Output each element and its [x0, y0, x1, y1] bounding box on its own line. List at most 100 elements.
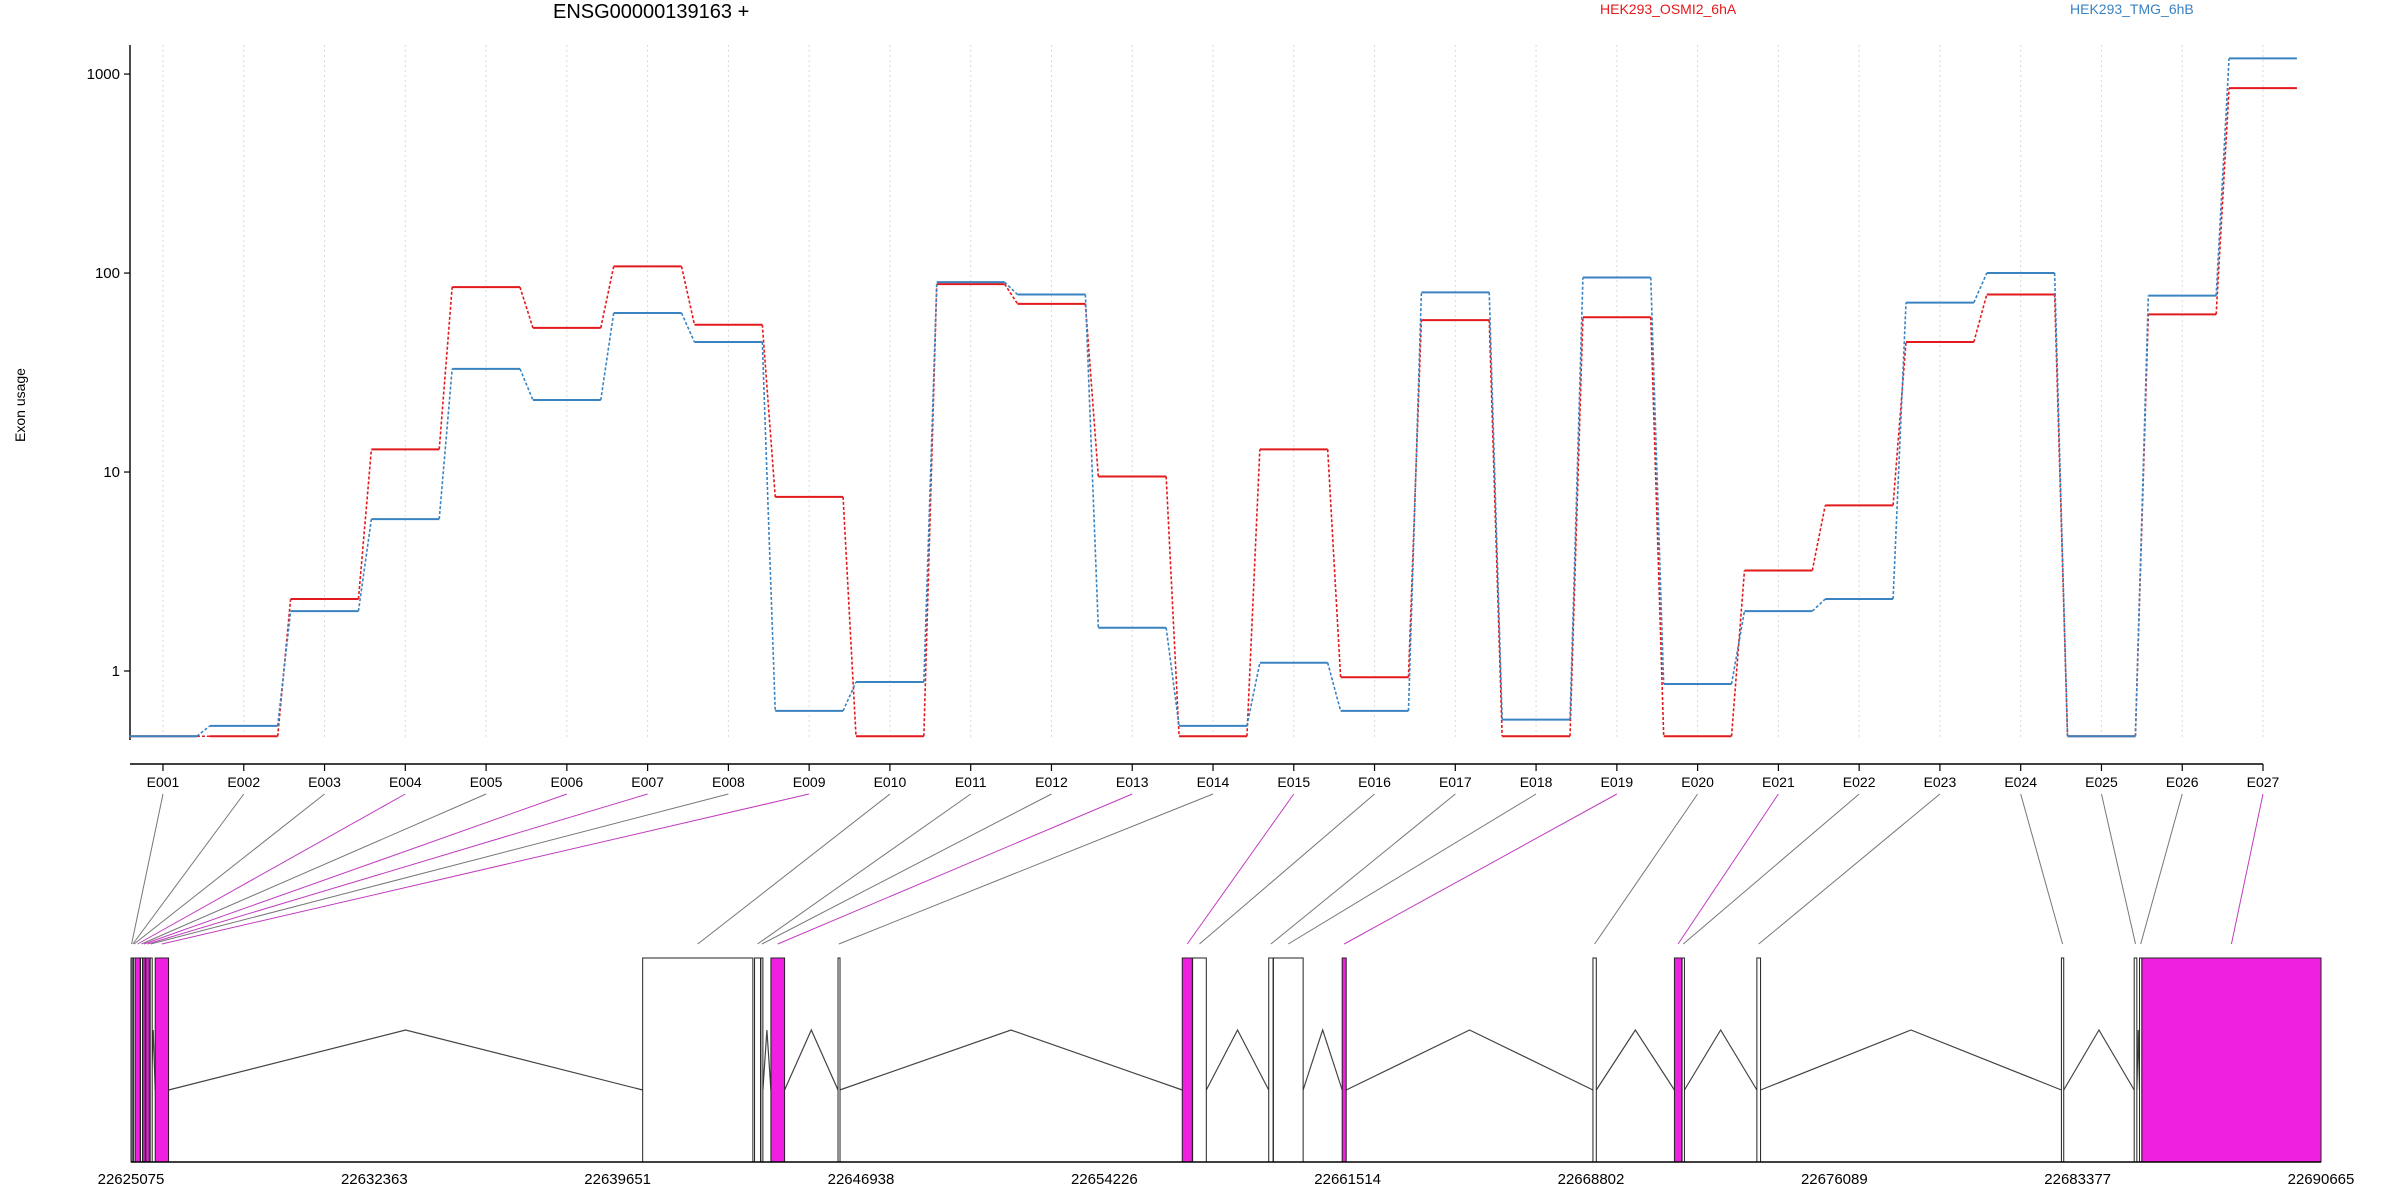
- x-tick-label-e027: E027: [2247, 774, 2280, 790]
- series-2-connector-2: [276, 611, 292, 726]
- x-tick-label-e009: E009: [793, 774, 826, 790]
- exon-box-e009: [154, 957, 170, 1163]
- y-tick-label-1: 1: [112, 663, 120, 680]
- x-tick-label-e007: E007: [631, 774, 664, 790]
- series-1-connector-21: [1811, 505, 1827, 571]
- exon-box-e008: [149, 957, 153, 1163]
- connector-e006: [143, 793, 568, 945]
- connector-e019: [1343, 793, 1618, 945]
- connector-e025: [2100, 793, 2137, 945]
- connector-e010: [697, 793, 891, 945]
- connector-e018: [1288, 793, 1537, 945]
- x-tick-label-e003: E003: [308, 774, 341, 790]
- connector-e001: [131, 793, 164, 945]
- genomic-tick-label-5: 22654226: [1071, 1171, 1138, 1188]
- series-1-connector-22: [1892, 341, 1907, 506]
- gene-model-layer: 22625075 22632363 22639651 22646938 22654226…: [98, 957, 2354, 1188]
- x-tick-label-e019: E019: [1600, 774, 1633, 790]
- intron-20: [1595, 1028, 1675, 1091]
- connector-e004: [137, 793, 406, 945]
- series-2-connector-1: [196, 725, 211, 737]
- series-1-connector-15: [1326, 449, 1342, 678]
- exon-box-e014: [837, 957, 841, 1163]
- exon-box-e023: [1756, 957, 1762, 1163]
- exon-box-e018: [1272, 957, 1304, 1163]
- series-2-connector-3: [357, 518, 373, 612]
- exon-box-e011: [754, 957, 762, 1163]
- legend-entry-series-1: HEK293_OSMI2_6hA: [1600, 1, 1737, 17]
- y-tick-label-100: 100: [95, 265, 120, 282]
- connector-e007: [147, 793, 648, 945]
- intron-13: [784, 1028, 839, 1091]
- series-2-connector-10: [923, 282, 938, 683]
- intron-9: [168, 1029, 643, 1091]
- genomic-tick-label-1: 22625075: [98, 1171, 165, 1188]
- series-1-connector-19: [1649, 317, 1665, 737]
- series-2-connector-17: [1488, 292, 1503, 720]
- series-2-connector-6: [599, 312, 615, 401]
- x-tick-label-e001: E001: [147, 774, 180, 790]
- x-tick-label-e018: E018: [1520, 774, 1553, 790]
- connector-e005: [141, 793, 487, 945]
- series-2-connector-15: [1326, 662, 1342, 712]
- series-2-connector-13: [1165, 627, 1180, 726]
- x-tick-label-e004: E004: [389, 774, 422, 790]
- exon-box-e020: [1592, 957, 1597, 1163]
- genomic-tick-label-7: 22668802: [1558, 1171, 1625, 1188]
- y-tick-label-10: 10: [103, 464, 120, 481]
- series-1-connector-17: [1488, 320, 1503, 737]
- exon-box-e016: [1192, 957, 1207, 1163]
- series-1-connector-9: [842, 496, 857, 737]
- series-1-connector-11: [1003, 283, 1019, 305]
- exon-box-e024: [2060, 957, 2065, 1163]
- series-2-connector-18: [1569, 277, 1584, 720]
- series-2-connector-14: [1246, 662, 1261, 727]
- series-2-connector-7: [680, 312, 696, 343]
- exon-box-e010: [642, 957, 754, 1163]
- series-1-connector-26: [2215, 88, 2230, 315]
- connector-e013: [777, 793, 1133, 945]
- x-tick-label-e021: E021: [1762, 774, 1795, 790]
- series-layer: [129, 57, 2297, 738]
- x-tick-label-e006: E006: [550, 774, 583, 790]
- legend-entry-series-2: HEK293_TMG_6hB: [2070, 1, 2194, 17]
- series-2-connector-5: [519, 368, 534, 401]
- series-2-connector-26: [2215, 58, 2230, 296]
- series-1-connector-6: [599, 266, 615, 329]
- exon-box-e022: [1681, 957, 1685, 1163]
- connector-e011: [757, 793, 971, 945]
- x-tick-label-e022: E022: [1843, 774, 1876, 790]
- x-tick-label-e015: E015: [1277, 774, 1310, 790]
- series-1-connector-3: [357, 449, 373, 600]
- x-tick-label-e024: E024: [2004, 774, 2037, 790]
- exon-box-e015: [1181, 957, 1193, 1163]
- series-2-connector-12: [1084, 294, 1100, 628]
- exon-box-e007: [145, 957, 150, 1163]
- intron-24: [2063, 1028, 2135, 1091]
- series-1-connector-13: [1165, 476, 1180, 737]
- genomic-tick-label-9: 22683377: [2044, 1171, 2111, 1188]
- connector-e027: [2230, 793, 2264, 945]
- series-2-connector-16: [1407, 292, 1423, 711]
- connector-layer: [131, 793, 2264, 945]
- connector-e026: [2140, 793, 2183, 945]
- exon-box-e013: [770, 957, 786, 1163]
- x-tick-label-e016: E016: [1358, 774, 1391, 790]
- intron-16: [1205, 1028, 1270, 1091]
- x-tick-label-e026: E026: [2166, 774, 2199, 790]
- series-2-connector-19: [1649, 277, 1665, 685]
- series-1-connector-7: [680, 266, 696, 325]
- x-tick-label-e025: E025: [2085, 774, 2118, 790]
- x-tick-label-e008: E008: [712, 774, 745, 790]
- grid-layer: [162, 45, 2264, 740]
- series-1-connector-8: [761, 324, 777, 497]
- y-tick-label-1000: 1000: [87, 66, 120, 83]
- connector-e009: [161, 793, 810, 945]
- connector-e002: [132, 793, 245, 945]
- chart-title: ENSG00000139163 +: [553, 1, 750, 23]
- genomic-tick-label-8: 22676089: [1801, 1171, 1868, 1188]
- x-tick-label-e014: E014: [1197, 774, 1230, 790]
- exon-box-e021: [1673, 957, 1683, 1163]
- intron-14: [839, 1029, 1183, 1091]
